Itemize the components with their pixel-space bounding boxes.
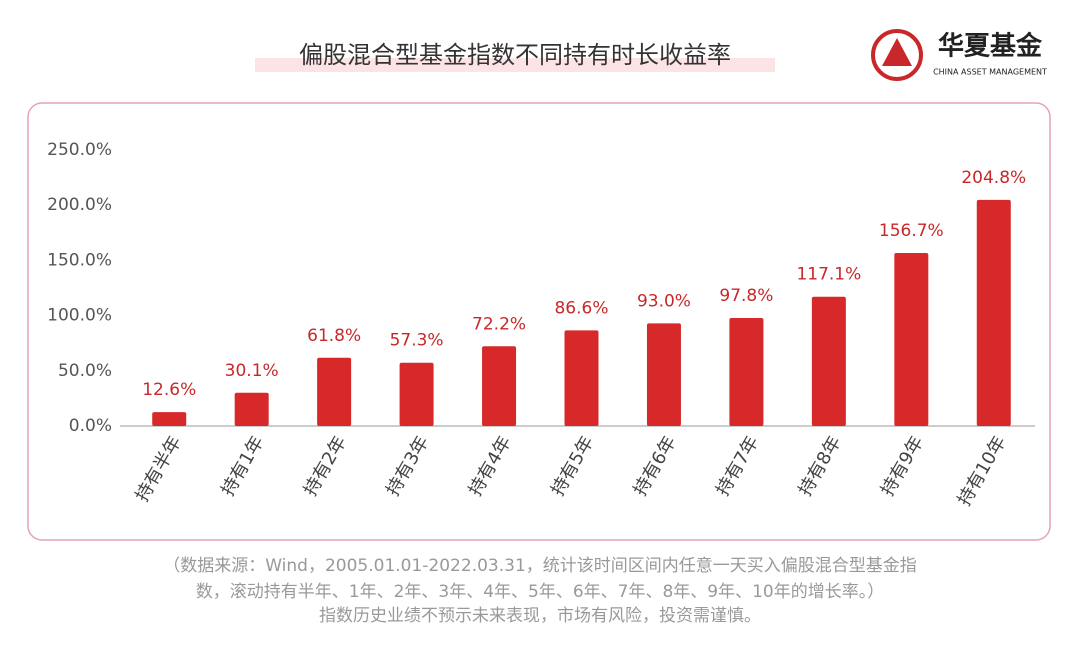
value-label: 204.8%: [961, 168, 1026, 188]
x-tick-label: 持有10年: [954, 433, 1011, 510]
bar: [234, 392, 269, 426]
title-highlight: [255, 58, 775, 72]
y-tick-label: 0.0%: [69, 416, 112, 436]
value-label: 156.7%: [879, 221, 944, 241]
x-tick-label: 持有4年: [465, 432, 516, 499]
y-tick-label: 100.0%: [47, 306, 112, 326]
bar: [482, 346, 517, 426]
value-label: 93.0%: [637, 291, 691, 311]
x-tick-label: 持有6年: [630, 433, 681, 500]
value-label: 86.6%: [554, 298, 608, 318]
x-tick-label: 持有7年: [712, 433, 763, 500]
chart-title: 偏股混合型基金指数不同持有时长收益率: [299, 41, 731, 69]
x-tick-label: 持有5年: [547, 433, 598, 500]
x-tick-label: 持有3年: [382, 433, 433, 500]
x-tick-label: 持有半年: [132, 433, 186, 506]
y-tick-label: 250.0%: [47, 140, 112, 160]
bar: [564, 330, 599, 426]
bar: [729, 318, 764, 426]
bar: [894, 253, 929, 426]
x-tick-label: 持有2年: [300, 433, 351, 500]
logo-ring: [871, 29, 923, 81]
logo: 华夏基金 CHINA ASSET MANAGEMENT: [871, 29, 1047, 81]
x-tick-label: 持有9年: [877, 433, 928, 500]
footnote: 数，滚动持有半年、1年、2年、3年、4年、5年、6年、7年、8年、9年、10年的…: [196, 582, 884, 602]
footnote: （数据来源：Wind，2005.01.01-2022.03.31，统计该时间区间…: [163, 556, 917, 576]
logo-name: 华夏基金: [938, 31, 1043, 62]
footnote: 指数历史业绩不预示未来表现，市场有风险，投资需谨慎。: [319, 606, 761, 626]
value-label: 97.8%: [719, 286, 773, 306]
bar: [646, 323, 681, 426]
bar: [317, 357, 352, 426]
value-label: 117.1%: [796, 265, 861, 285]
value-label: 12.6%: [142, 380, 196, 400]
logo-mark: [882, 38, 912, 66]
x-tick-label: 持有1年: [217, 433, 268, 500]
bar: [399, 362, 434, 426]
value-label: 57.3%: [390, 331, 444, 351]
value-label: 72.2%: [472, 314, 526, 334]
y-tick-label: 200.0%: [47, 195, 112, 215]
chart-card: [27, 102, 1051, 541]
bar: [976, 199, 1011, 426]
bar: [811, 296, 846, 426]
bar: [152, 412, 187, 426]
x-tick-label: 持有8年: [795, 433, 846, 500]
y-tick-label: 50.0%: [58, 361, 112, 381]
value-label: 61.8%: [307, 326, 361, 346]
value-label: 30.1%: [225, 361, 279, 381]
logo-english: CHINA ASSET MANAGEMENT: [933, 68, 1047, 77]
y-tick-label: 150.0%: [47, 250, 112, 270]
